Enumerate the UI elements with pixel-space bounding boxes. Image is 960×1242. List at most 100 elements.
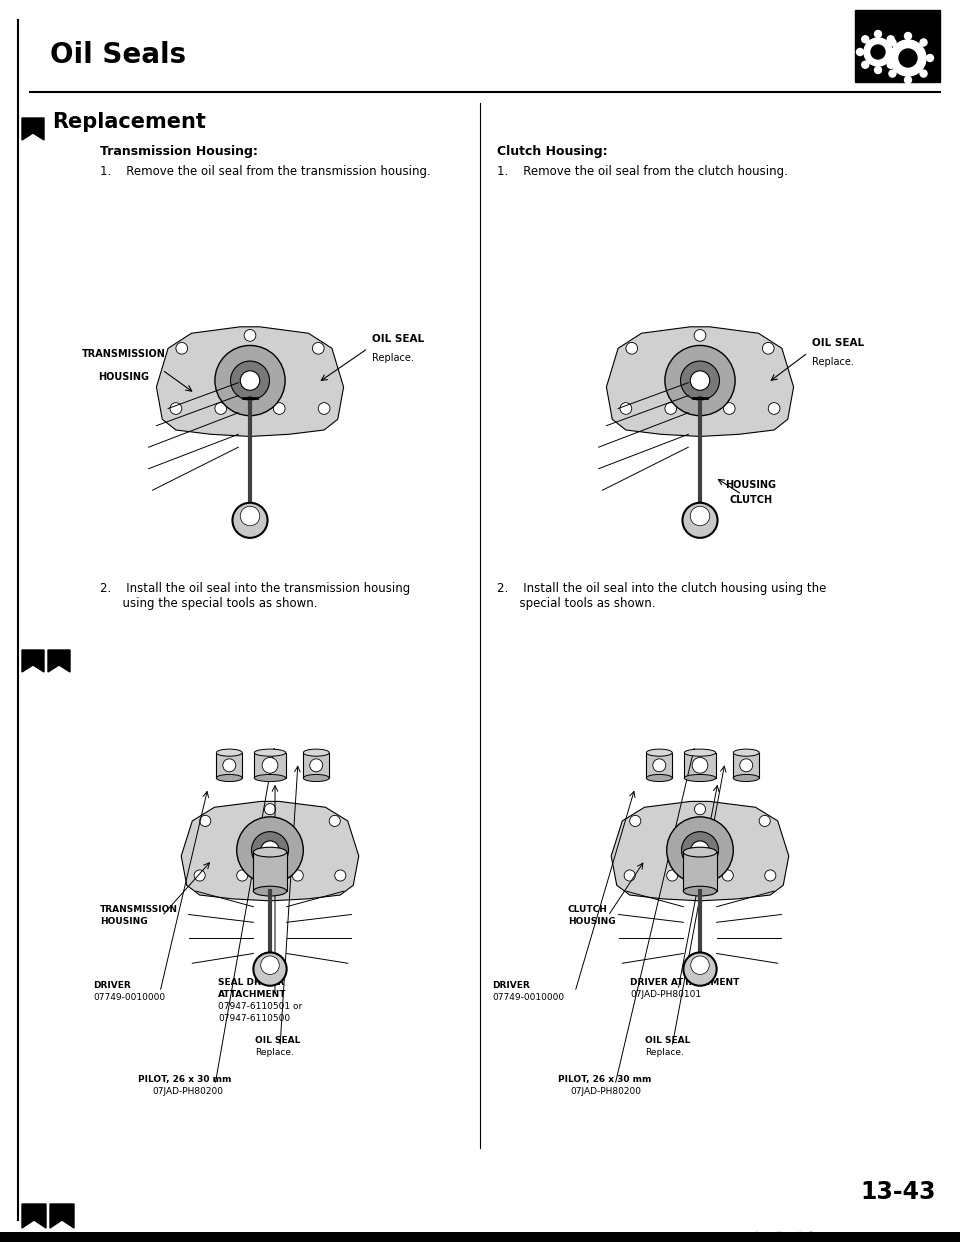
Circle shape xyxy=(230,361,270,400)
Ellipse shape xyxy=(684,749,716,756)
Text: 07JAD-PH80200: 07JAD-PH80200 xyxy=(570,1087,641,1095)
Polygon shape xyxy=(607,327,794,436)
Text: HOUSING: HOUSING xyxy=(98,371,149,383)
Polygon shape xyxy=(22,1203,46,1228)
Text: ATTACHMENT: ATTACHMENT xyxy=(218,990,286,999)
Bar xyxy=(646,753,672,777)
Bar xyxy=(216,753,242,777)
Ellipse shape xyxy=(733,749,759,756)
Circle shape xyxy=(665,345,735,416)
Ellipse shape xyxy=(254,775,286,781)
Circle shape xyxy=(310,759,323,771)
Text: PILOT, 26 x 30 mm: PILOT, 26 x 30 mm xyxy=(558,1076,652,1084)
Polygon shape xyxy=(156,327,344,436)
Polygon shape xyxy=(22,650,44,672)
Circle shape xyxy=(864,39,892,66)
Circle shape xyxy=(882,55,890,62)
Text: HOUSING: HOUSING xyxy=(725,481,776,491)
Ellipse shape xyxy=(303,749,329,756)
Polygon shape xyxy=(181,801,359,900)
Circle shape xyxy=(691,841,709,859)
Text: 07947-6110501 or: 07947-6110501 or xyxy=(218,1002,302,1011)
Circle shape xyxy=(681,361,719,400)
Circle shape xyxy=(856,48,863,56)
Circle shape xyxy=(691,956,709,975)
Text: OIL SEAL: OIL SEAL xyxy=(372,334,424,344)
Text: CLUTCH: CLUTCH xyxy=(730,496,773,505)
Ellipse shape xyxy=(646,775,672,781)
Polygon shape xyxy=(50,1203,74,1228)
Ellipse shape xyxy=(684,847,717,857)
Circle shape xyxy=(626,343,637,354)
Circle shape xyxy=(232,503,268,538)
Circle shape xyxy=(684,953,717,986)
Bar xyxy=(684,753,716,777)
Circle shape xyxy=(653,759,666,771)
Circle shape xyxy=(240,507,260,525)
Text: SEAL DRIVER: SEAL DRIVER xyxy=(218,977,284,987)
Circle shape xyxy=(889,39,896,46)
Text: PILOT, 26 x 30 mm: PILOT, 26 x 30 mm xyxy=(138,1076,231,1084)
Circle shape xyxy=(252,832,289,868)
Text: carmanualsonline.info: carmanualsonline.info xyxy=(703,1231,818,1241)
Bar xyxy=(684,852,717,891)
Circle shape xyxy=(176,343,187,354)
Circle shape xyxy=(920,39,927,46)
Circle shape xyxy=(762,343,774,354)
Ellipse shape xyxy=(684,775,716,781)
Circle shape xyxy=(694,804,706,815)
Text: Replacement: Replacement xyxy=(52,112,205,132)
Circle shape xyxy=(889,70,896,77)
Circle shape xyxy=(666,817,733,883)
Circle shape xyxy=(215,402,227,415)
Text: 07947-6110500: 07947-6110500 xyxy=(218,1013,290,1023)
Circle shape xyxy=(690,371,709,390)
Polygon shape xyxy=(612,801,789,900)
Ellipse shape xyxy=(216,775,242,781)
Text: Clutch Housing:: Clutch Housing: xyxy=(497,145,608,159)
Text: Replace.: Replace. xyxy=(372,353,414,363)
Circle shape xyxy=(904,32,911,40)
Text: DRIVER: DRIVER xyxy=(93,981,131,990)
Circle shape xyxy=(194,869,205,881)
Text: HOUSING: HOUSING xyxy=(100,917,148,927)
Text: Transmission Housing:: Transmission Housing: xyxy=(100,145,258,159)
Text: 1.    Remove the oil seal from the clutch housing.: 1. Remove the oil seal from the clutch h… xyxy=(497,165,788,179)
Circle shape xyxy=(904,77,911,83)
Ellipse shape xyxy=(216,749,242,756)
Text: 2.    Install the oil seal into the clutch housing using the
      special tools: 2. Install the oil seal into the clutch … xyxy=(497,582,827,610)
Text: Replace.: Replace. xyxy=(645,1048,684,1057)
Circle shape xyxy=(683,503,717,538)
Bar xyxy=(733,753,759,777)
Text: DRIVER ATTACHMENT: DRIVER ATTACHMENT xyxy=(630,977,739,987)
Circle shape xyxy=(237,817,303,883)
Circle shape xyxy=(215,345,285,416)
Text: Replace.: Replace. xyxy=(812,356,853,366)
Text: 13-43: 13-43 xyxy=(860,1180,936,1203)
Circle shape xyxy=(620,402,632,415)
Text: 07JAD-PH80200: 07JAD-PH80200 xyxy=(152,1087,223,1095)
Text: TRANSMISSION: TRANSMISSION xyxy=(82,349,166,359)
Ellipse shape xyxy=(254,749,286,756)
Circle shape xyxy=(244,329,256,342)
Text: HOUSING: HOUSING xyxy=(568,917,615,927)
Circle shape xyxy=(765,869,776,881)
Circle shape xyxy=(261,956,279,975)
Circle shape xyxy=(759,815,770,826)
Ellipse shape xyxy=(684,887,717,895)
Circle shape xyxy=(722,869,733,881)
Circle shape xyxy=(724,402,735,415)
Text: TRANSMISSION: TRANSMISSION xyxy=(100,905,178,914)
Text: OIL SEAL: OIL SEAL xyxy=(645,1036,690,1045)
Circle shape xyxy=(261,841,279,859)
Circle shape xyxy=(887,36,894,42)
Circle shape xyxy=(682,832,718,868)
Circle shape xyxy=(666,869,678,881)
Circle shape xyxy=(335,869,346,881)
Bar xyxy=(0,1232,960,1242)
Text: 2.    Install the oil seal into the transmission housing
      using the special: 2. Install the oil seal into the transmi… xyxy=(100,582,410,610)
Circle shape xyxy=(871,45,885,60)
Text: CLUTCH: CLUTCH xyxy=(568,905,608,914)
Circle shape xyxy=(875,31,881,37)
Text: Oil Seals: Oil Seals xyxy=(50,41,186,70)
